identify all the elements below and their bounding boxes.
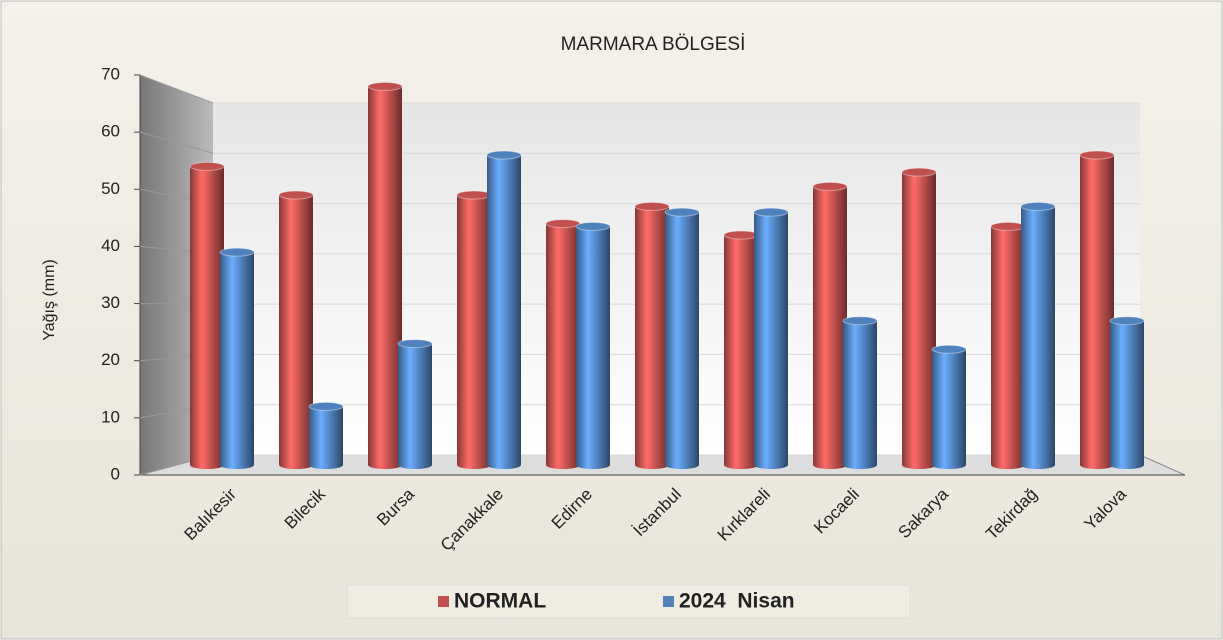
bar-base — [635, 461, 669, 469]
bar-base — [368, 461, 402, 469]
bar — [813, 186, 847, 465]
bar-base — [190, 461, 224, 469]
bar-cap — [575, 221, 611, 231]
grid-line — [139, 131, 214, 154]
bar-cap — [1109, 316, 1145, 326]
legend-swatch — [663, 596, 674, 607]
y-tick-label: 0 — [111, 464, 120, 483]
bar — [190, 166, 224, 465]
bar-cap — [486, 150, 522, 160]
bar — [309, 406, 343, 465]
legend — [346, 584, 911, 619]
bar — [457, 195, 491, 465]
bar-cap — [723, 230, 759, 240]
bar — [398, 343, 432, 465]
bar — [1080, 155, 1114, 465]
bar-cap — [1079, 150, 1115, 160]
bar-base — [1021, 461, 1055, 469]
legend-label: 2024 Nisan — [679, 590, 795, 613]
bar-cap — [189, 161, 225, 171]
y-tick-label: 10 — [101, 407, 120, 426]
bar-cap — [278, 190, 314, 200]
bar-base — [576, 461, 610, 469]
grid-line — [139, 74, 214, 104]
y-tick-label: 70 — [101, 64, 120, 83]
bar-cap — [812, 181, 848, 191]
bar-base — [813, 461, 847, 469]
bar-base — [1080, 461, 1114, 469]
bar — [843, 320, 877, 465]
bar-base — [902, 461, 936, 469]
bar-cap — [219, 247, 255, 257]
bar — [635, 206, 669, 465]
bar — [487, 155, 521, 465]
bar-cap — [990, 221, 1026, 231]
bar-base — [843, 461, 877, 469]
bar-cap — [1020, 201, 1056, 211]
bar-cap — [397, 339, 433, 349]
bar-base — [546, 461, 580, 469]
bar-base — [1110, 461, 1144, 469]
y-tick-label: 60 — [101, 122, 120, 141]
bar — [754, 212, 788, 465]
bar — [902, 172, 936, 465]
y-axis-label: Yağış (mm) — [41, 259, 58, 340]
bar-base — [754, 461, 788, 469]
bar — [991, 226, 1025, 465]
chart-title: MARMARA BÖLGESİ — [561, 34, 746, 55]
bar-cap — [753, 207, 789, 217]
y-tick-label: 40 — [101, 236, 120, 255]
bar — [1110, 320, 1144, 465]
bar-base — [457, 461, 491, 469]
bar-base — [220, 461, 254, 469]
bar-cap — [308, 401, 344, 411]
bar — [220, 252, 254, 465]
bar-cap — [634, 201, 670, 211]
bar — [546, 223, 580, 465]
bar-base — [398, 461, 432, 469]
bar — [724, 235, 758, 465]
bar-base — [932, 461, 966, 469]
y-tick-label: 30 — [101, 293, 120, 312]
bar — [279, 195, 313, 465]
bar — [932, 349, 966, 465]
bar — [576, 226, 610, 465]
bar — [368, 86, 402, 465]
y-tick-label: 20 — [101, 350, 120, 369]
bar-cap — [545, 219, 581, 229]
bar-base — [309, 461, 343, 469]
bar-cap — [842, 316, 878, 326]
bar-cap — [664, 207, 700, 217]
bar — [1021, 206, 1055, 465]
bar-base — [487, 461, 521, 469]
legend-label: NORMAL — [454, 590, 546, 613]
bar — [665, 212, 699, 465]
bar-cap — [367, 81, 403, 91]
bar-base — [279, 461, 313, 469]
bar-cap — [456, 190, 492, 200]
bar-base — [991, 461, 1025, 469]
bar-base — [665, 461, 699, 469]
bar-cap — [901, 167, 937, 177]
bar-cap — [931, 344, 967, 354]
legend-swatch — [438, 596, 449, 607]
y-tick-label: 50 — [101, 179, 120, 198]
bar-base — [724, 461, 758, 469]
